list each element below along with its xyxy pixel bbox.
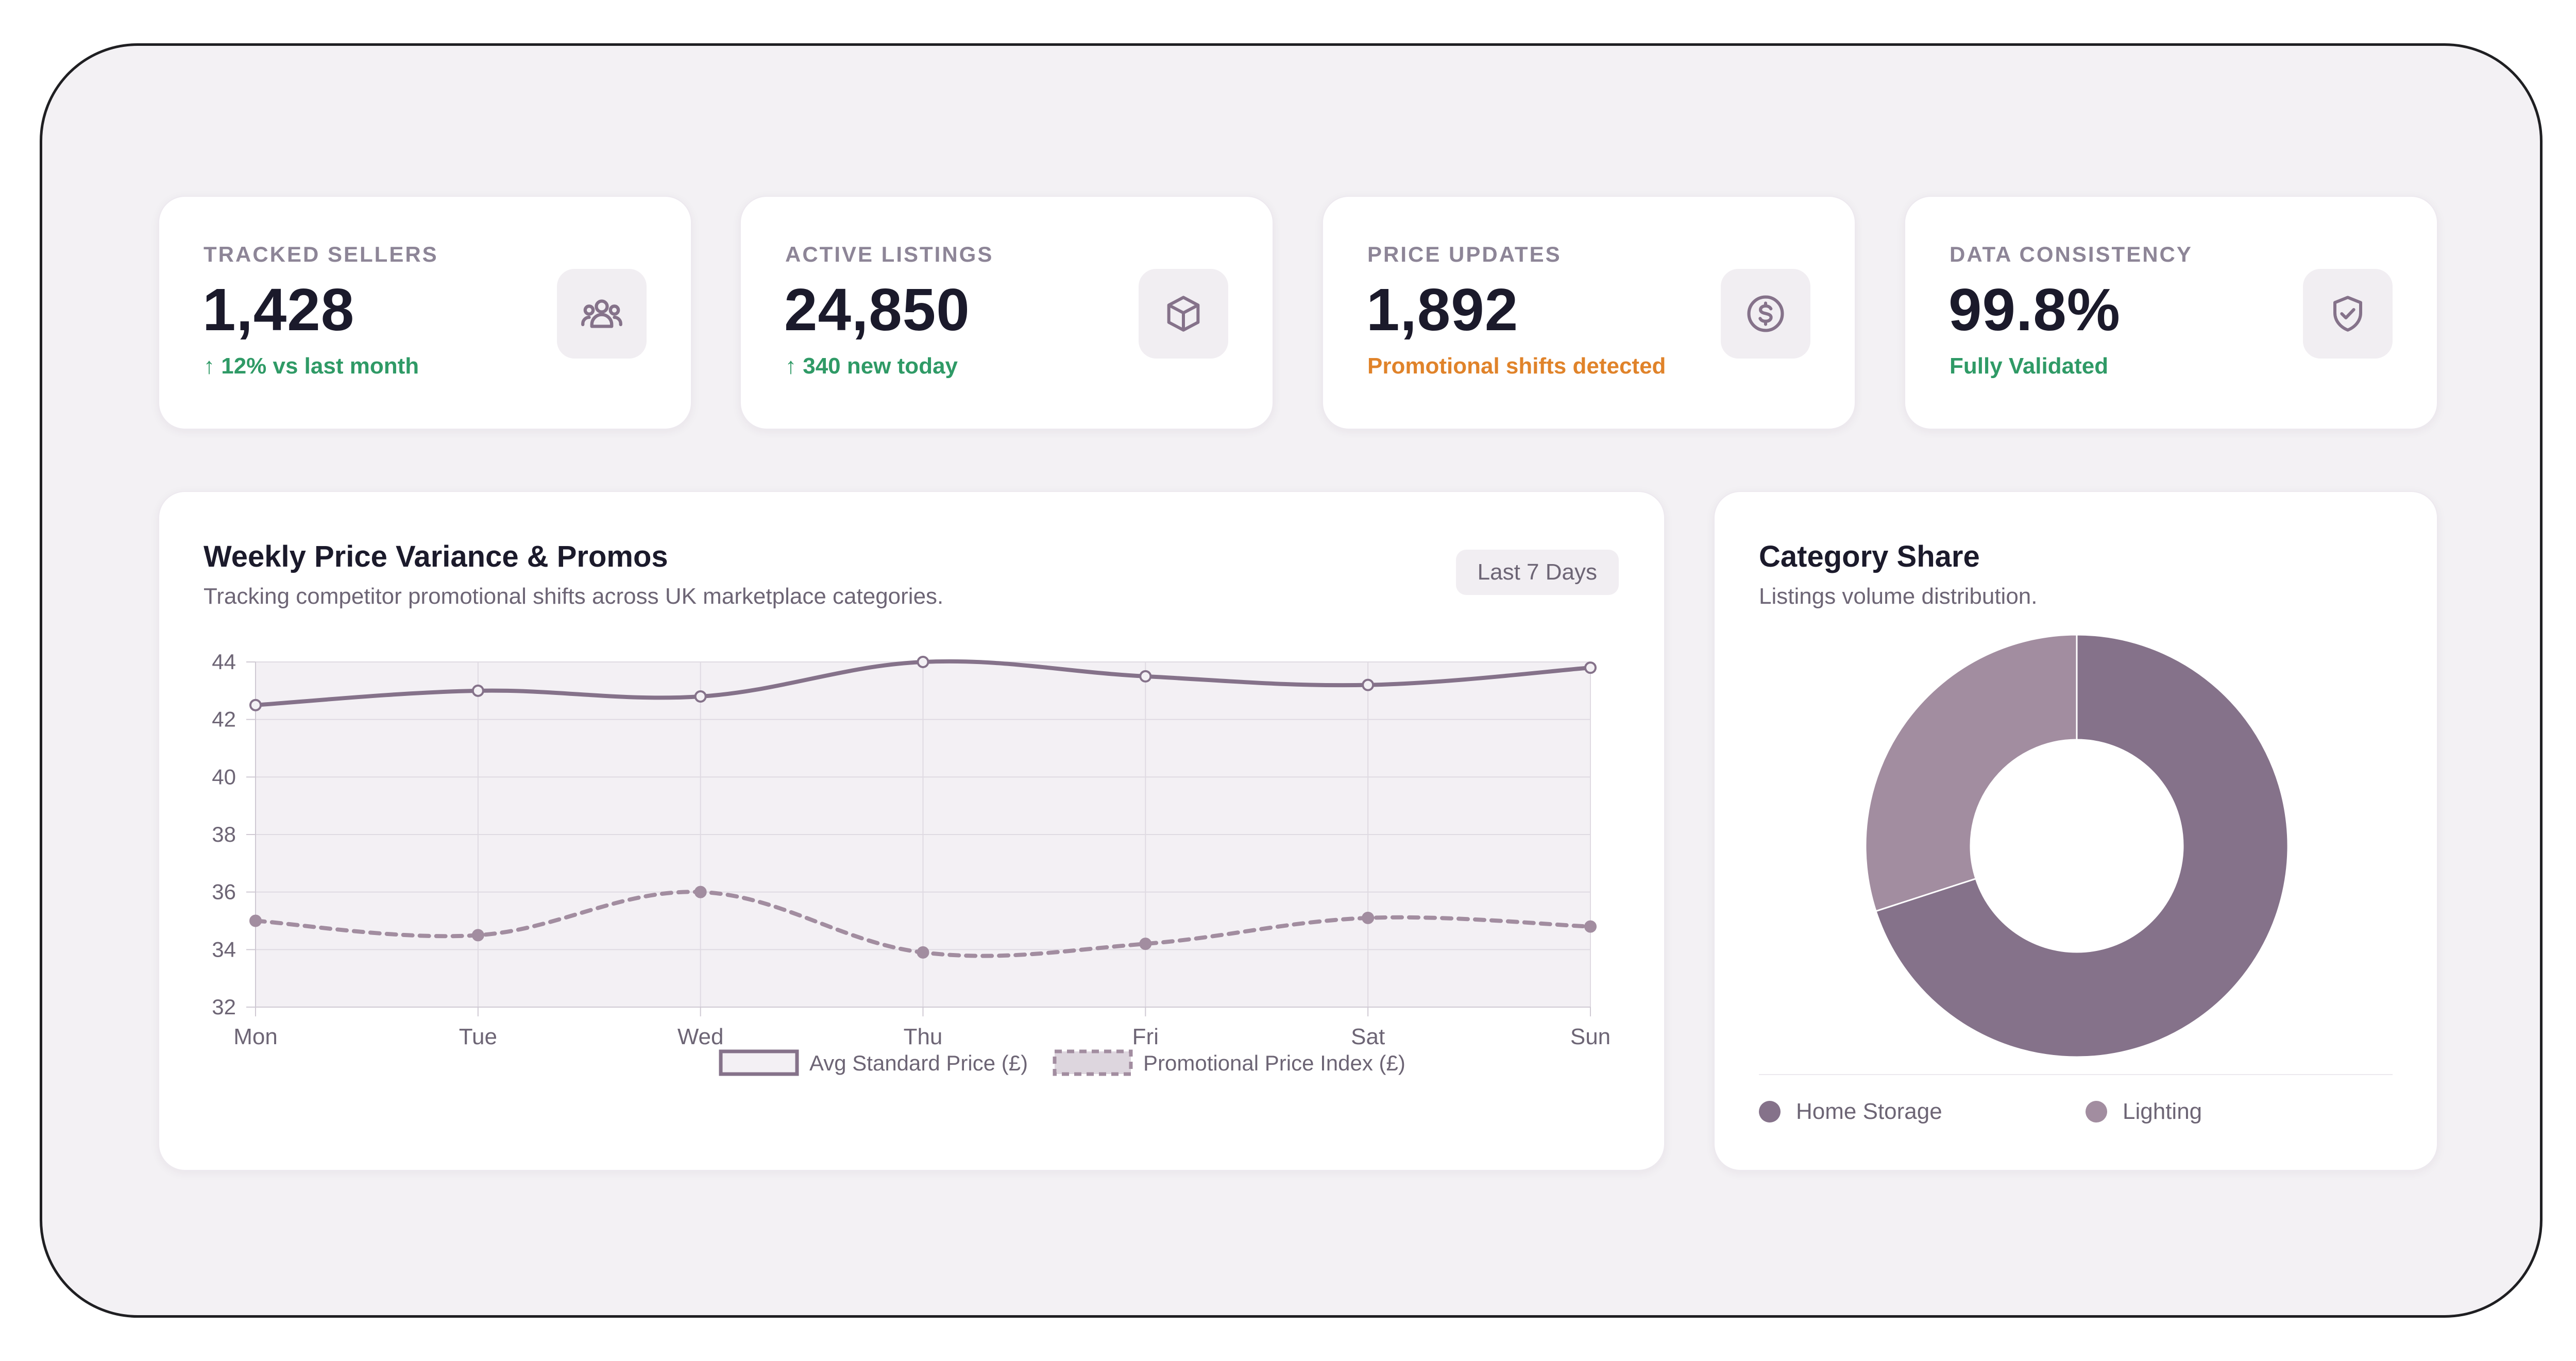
legend-divider bbox=[1759, 1074, 2393, 1075]
legend-label: Home Storage bbox=[1796, 1099, 1942, 1124]
legend-swatch bbox=[719, 1049, 799, 1076]
y-tick-label: 40 bbox=[212, 764, 236, 789]
legend-swatch bbox=[1053, 1049, 1133, 1076]
line-chart: 44 42 40 38 36 34 32 Mon Tue Wed Thu Fri Sat Sun Avg S… bbox=[212, 650, 1611, 1076]
card-title: Weekly Price Variance & Promos bbox=[204, 540, 668, 573]
stat-label: DATA CONSISTENCY bbox=[1950, 242, 2193, 266]
legend-item-home-storage[interactable]: Home Storage bbox=[1759, 1099, 1942, 1125]
data-point bbox=[1584, 661, 1597, 674]
stat-note: ↑ 340 new today bbox=[785, 353, 958, 379]
stat-note: Fully Validated bbox=[1950, 353, 2109, 379]
data-point bbox=[694, 886, 707, 898]
shield-check-icon bbox=[2303, 269, 2393, 359]
donut-slice bbox=[1865, 634, 2078, 912]
x-tick-label: Wed bbox=[677, 1024, 724, 1049]
stat-card-tracked-sellers: TRACKED SELLERS 1,428 ↑ 12% vs last mont… bbox=[158, 196, 692, 430]
y-tick-label: 42 bbox=[212, 707, 236, 731]
y-tick-label: 36 bbox=[212, 880, 236, 904]
stat-card-price-updates: PRICE UPDATES 1,892 Promotional shifts d… bbox=[1322, 196, 1856, 430]
stat-value: 99.8% bbox=[1948, 276, 2121, 343]
data-point bbox=[471, 684, 484, 697]
box-icon bbox=[1139, 269, 1228, 359]
data-point bbox=[917, 946, 929, 959]
stat-label: ACTIVE LISTINGS bbox=[785, 242, 994, 266]
data-point bbox=[1584, 920, 1597, 933]
data-point bbox=[1139, 938, 1152, 950]
category-share-card: Category Share Listings volume distribut… bbox=[1714, 491, 2438, 1171]
x-tick-label: Sat bbox=[1351, 1024, 1385, 1049]
card-subtitle: Listings volume distribution. bbox=[1759, 584, 2038, 609]
legend-label: Promotional Price Index (£) bbox=[1143, 1051, 1405, 1075]
legend-item-lighting[interactable]: Lighting bbox=[2086, 1099, 2202, 1125]
legend-label: Avg Standard Price (£) bbox=[809, 1051, 1028, 1075]
legend-swatch bbox=[1759, 1101, 1781, 1122]
data-point bbox=[249, 914, 262, 927]
data-point bbox=[1139, 670, 1152, 683]
y-tick-label: 32 bbox=[212, 995, 236, 1019]
legend-label: Lighting bbox=[2123, 1099, 2202, 1124]
y-tick-label: 38 bbox=[212, 822, 236, 846]
x-tick-label: Fri bbox=[1132, 1024, 1159, 1049]
x-tick-label: Thu bbox=[904, 1024, 943, 1049]
y-tick-label: 34 bbox=[212, 937, 236, 961]
donut-chart bbox=[1865, 634, 2289, 1058]
data-point bbox=[249, 699, 262, 711]
data-point bbox=[694, 690, 707, 703]
stat-note: Promotional shifts detected bbox=[1367, 353, 1666, 379]
legend-swatch bbox=[2086, 1101, 2107, 1122]
dollar-circle-icon bbox=[1721, 269, 1810, 359]
donut-slice bbox=[1875, 634, 2289, 1058]
data-point bbox=[1362, 678, 1375, 691]
stat-value: 24,850 bbox=[784, 276, 970, 343]
price-variance-card: Weekly Price Variance & Promos Tracking … bbox=[158, 491, 1665, 1171]
stat-card-active-listings: ACTIVE LISTINGS 24,850 ↑ 340 new today bbox=[740, 196, 1274, 430]
stat-label: PRICE UPDATES bbox=[1367, 242, 1562, 266]
stat-note: ↑ 12% vs last month bbox=[204, 353, 419, 379]
date-range-button[interactable]: Last 7 Days bbox=[1455, 550, 1619, 595]
stat-card-data-consistency: DATA CONSISTENCY 99.8% Fully Validated bbox=[1904, 196, 2438, 430]
x-tick-label: Tue bbox=[459, 1024, 497, 1049]
y-tick-label: 44 bbox=[212, 650, 236, 674]
data-point bbox=[917, 656, 929, 668]
stat-value: 1,428 bbox=[202, 276, 355, 343]
data-point bbox=[1362, 911, 1375, 924]
users-icon bbox=[557, 269, 647, 359]
data-point bbox=[471, 929, 484, 942]
card-subtitle: Tracking competitor promotional shifts a… bbox=[204, 584, 944, 609]
card-title: Category Share bbox=[1759, 540, 1980, 573]
x-tick-label: Sun bbox=[1570, 1024, 1611, 1049]
stat-value: 1,892 bbox=[1366, 276, 1519, 343]
stat-label: TRACKED SELLERS bbox=[204, 242, 438, 266]
x-tick-label: Mon bbox=[233, 1024, 278, 1049]
